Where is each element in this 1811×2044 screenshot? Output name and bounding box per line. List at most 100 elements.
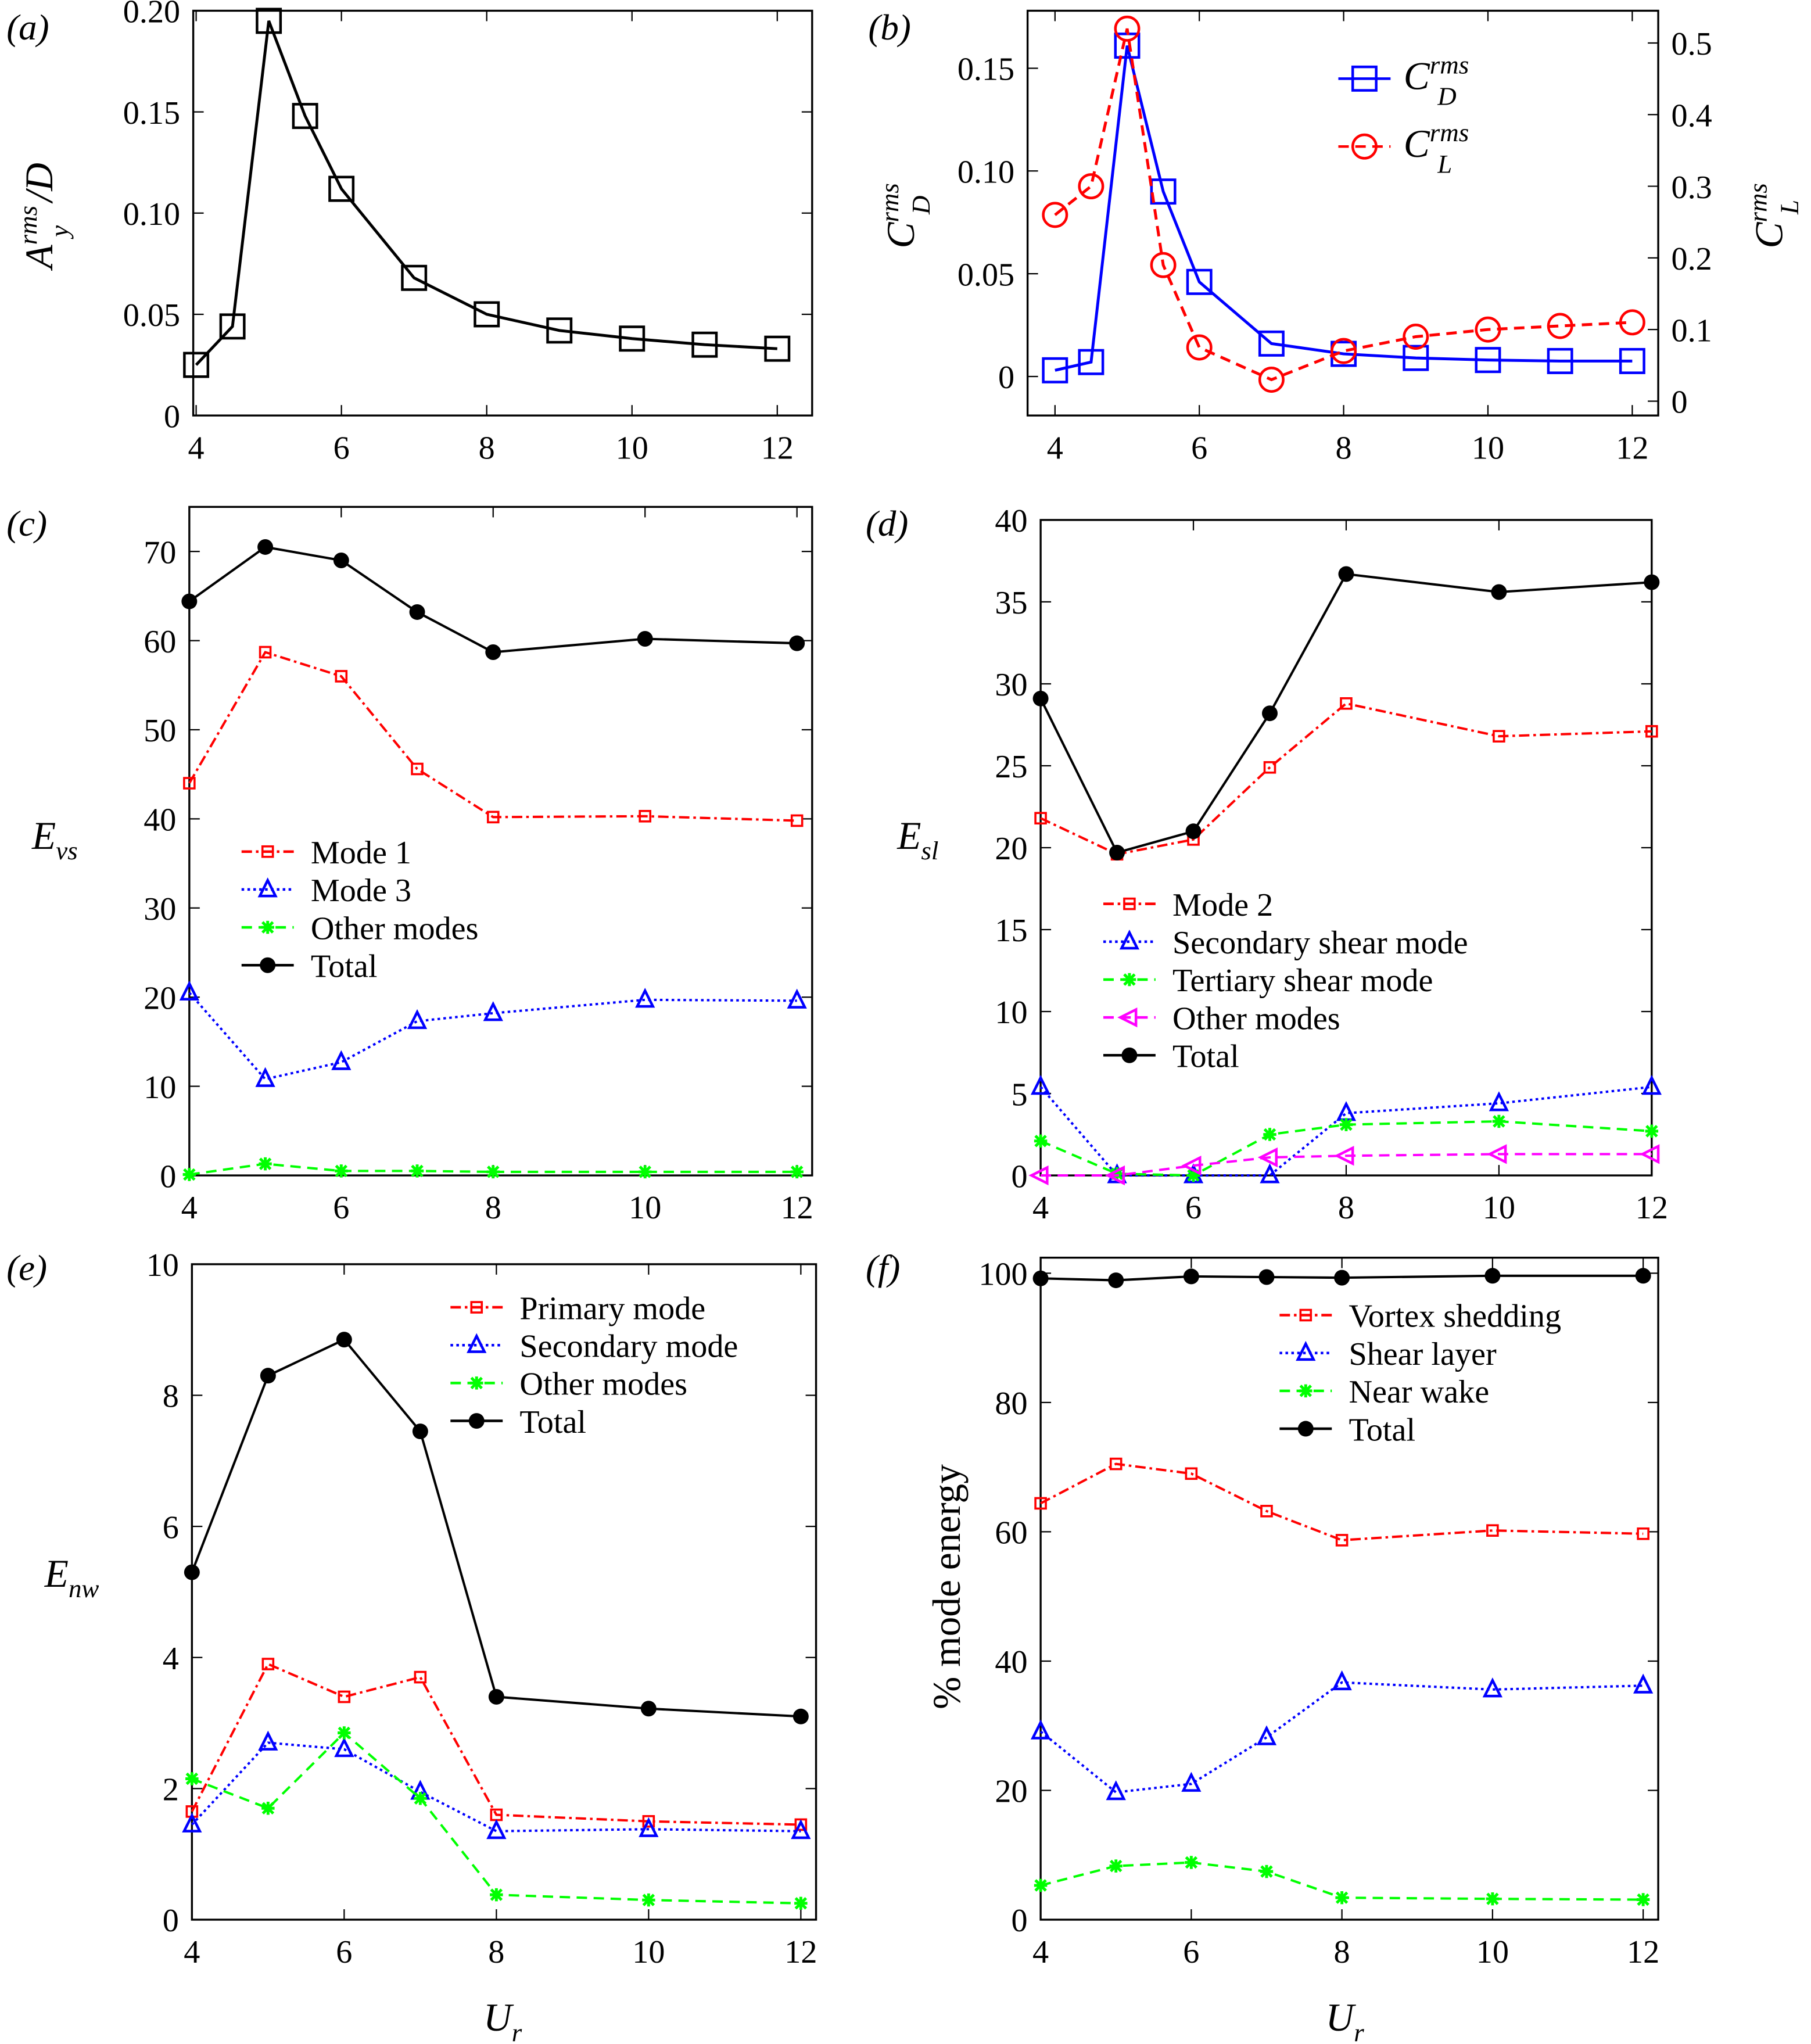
x-tick-label: 8 (1334, 1934, 1350, 1970)
legend-item: Crms L (1338, 118, 1469, 178)
data-point (485, 644, 501, 660)
series-2 (182, 1157, 804, 1181)
x-tick-label: 10 (1472, 430, 1504, 466)
data-point (1183, 1268, 1199, 1285)
x-tick-label: 12 (761, 430, 794, 466)
data-point (1645, 725, 1658, 738)
series-line (1039, 572, 1652, 854)
panel-label: (c) (6, 503, 47, 544)
data-point (490, 1888, 503, 1902)
series-0 (1042, 33, 1645, 383)
data-point (1547, 347, 1573, 374)
panel-d: (d) 4 6 8 10 12 0 5 10 15 20 25 30 35 40 Esl Mode 2Secon… (866, 503, 1668, 1226)
data-point (259, 1157, 272, 1171)
y-axis-label-base: E (44, 1552, 69, 1595)
data-point (1641, 1075, 1662, 1095)
y-tick-label: 5 (1012, 1077, 1028, 1113)
y2-tick-label: 0.3 (1672, 170, 1712, 206)
data-point (292, 103, 318, 130)
legend-label: Total (1349, 1412, 1415, 1448)
series-2 (185, 1726, 808, 1910)
y-tick-label: 0 (998, 360, 1014, 396)
x-axis-label-base: U (1326, 1996, 1357, 2039)
series-line (188, 651, 797, 822)
data-point (401, 264, 428, 291)
legend-marker (1351, 65, 1378, 92)
y-axis-label-sub: D (906, 196, 935, 215)
y-tick-label: 0 (160, 1159, 176, 1195)
y2-tick-label: 0.1 (1672, 313, 1712, 349)
data-point (257, 539, 274, 555)
data-point (255, 1067, 275, 1087)
data-point (1492, 1114, 1506, 1128)
x-tick-label: 10 (616, 430, 648, 466)
legend-marker (261, 920, 274, 934)
legend-marker (257, 877, 278, 898)
y-axis-label: Evs (31, 814, 78, 865)
y-axis-label-base: E (31, 814, 56, 858)
data-point (619, 325, 645, 352)
series-1 (182, 1730, 811, 1839)
y-tick-label: 60 (144, 624, 176, 660)
data-point (338, 1726, 351, 1740)
data-point (642, 1815, 655, 1828)
data-point (1640, 1144, 1660, 1164)
legend-item: Mode 2 (1103, 887, 1273, 923)
data-point (331, 1050, 352, 1070)
data-point (259, 646, 272, 659)
legend-label-base: C (1404, 122, 1430, 166)
legend-label: Other modes (311, 910, 479, 946)
data-point (1336, 1101, 1357, 1121)
y-tick-label: 0 (163, 1903, 179, 1939)
y-tick-label: 30 (144, 891, 176, 927)
legend-label-base: C (1404, 54, 1430, 98)
y-tick-label: 10 (146, 1247, 179, 1283)
data-point (1109, 844, 1125, 860)
legend-marker (1117, 1007, 1138, 1028)
data-point (1109, 1859, 1123, 1873)
data-point (1486, 1892, 1500, 1906)
legend-marker (1121, 1047, 1138, 1063)
y-axis-label-sub: y (45, 225, 74, 239)
data-point (483, 1001, 503, 1021)
panel-label: (f) (866, 1247, 900, 1288)
y2-tick-label: 0.4 (1672, 98, 1712, 134)
legend-label-sup: rms (1430, 50, 1469, 79)
data-point (1338, 566, 1354, 582)
legend-item: Near wake (1279, 1374, 1489, 1410)
legend-marker (470, 1376, 483, 1390)
y-tick-label: 0.10 (123, 196, 180, 232)
data-point (182, 1812, 202, 1833)
x-tick-label: 6 (333, 1190, 349, 1226)
data-point (1484, 1268, 1501, 1284)
data-point (1262, 705, 1278, 722)
series-1 (179, 980, 807, 1087)
data-point (1645, 1124, 1659, 1138)
y-tick-label: 2 (163, 1772, 179, 1808)
y-axis-label-base: C (879, 221, 923, 248)
y-tick-label: 70 (144, 535, 176, 571)
y-axis-label-sup: rms (875, 183, 904, 222)
y-tick-label: 0 (164, 399, 180, 435)
y2-axis-label: Crms L (1744, 183, 1804, 248)
x-tick-label: 4 (1032, 1190, 1049, 1226)
data-point (260, 1368, 276, 1384)
data-point (1034, 1878, 1048, 1892)
y2-axis-label-base: C (1748, 221, 1791, 248)
x-tick-label: 8 (1338, 1190, 1354, 1226)
data-point (787, 988, 807, 1009)
data-point (640, 1701, 657, 1717)
legend-item: Vortex shedding (1279, 1299, 1561, 1335)
legend-label: Crms L (1404, 118, 1469, 178)
y-axis-label: Crms D (875, 183, 935, 248)
panel-a: (a) 4 6 8 10 12 0 0.05 0.10 0.15 0.20 Arms y/D (6, 0, 813, 466)
x-tick-label: 4 (184, 1934, 200, 1970)
series-0 (183, 8, 791, 378)
data-point (635, 988, 655, 1008)
y-tick-label: 10 (995, 995, 1027, 1031)
legend-item: Tertiary shear mode (1103, 963, 1433, 999)
data-point (486, 1165, 500, 1179)
data-point (183, 777, 196, 790)
data-point (1042, 202, 1068, 228)
x-tick-label: 10 (1476, 1934, 1509, 1970)
